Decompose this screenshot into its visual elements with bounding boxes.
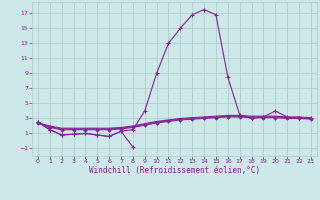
X-axis label: Windchill (Refroidissement éolien,°C): Windchill (Refroidissement éolien,°C) bbox=[89, 166, 260, 175]
